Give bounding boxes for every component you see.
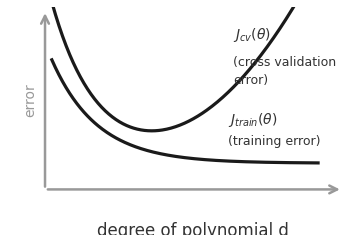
Text: $J_{cv}(\theta)$: $J_{cv}(\theta)$ [233, 26, 271, 44]
Text: (cross validation
error): (cross validation error) [233, 56, 337, 87]
Text: degree of polynomial d: degree of polynomial d [97, 222, 289, 235]
Text: (training error): (training error) [228, 135, 320, 148]
Text: error: error [23, 83, 37, 117]
Text: $J_{train}(\theta)$: $J_{train}(\theta)$ [228, 111, 277, 129]
